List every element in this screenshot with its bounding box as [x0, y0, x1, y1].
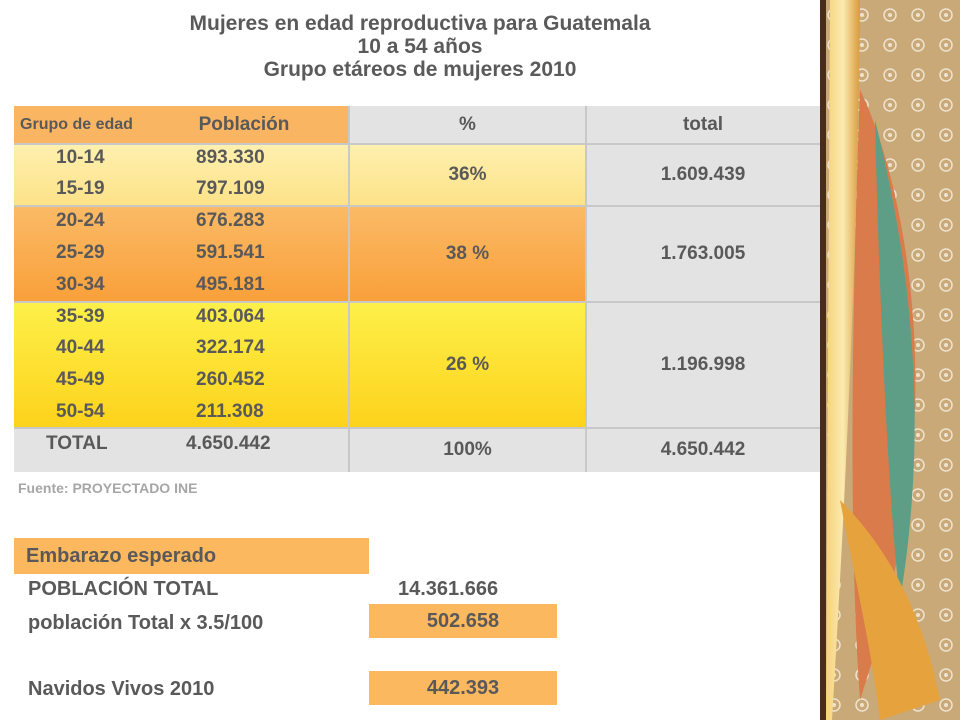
- row-population: 211.308: [196, 401, 264, 422]
- total-population: 4.650.442: [186, 433, 271, 454]
- header-population: Población: [198, 114, 290, 135]
- block3-total: 1.196.998: [660, 354, 746, 375]
- row-population: 676.283: [196, 210, 265, 231]
- block2-total: 1.763.005: [660, 243, 746, 264]
- total-percent: 100%: [443, 439, 492, 460]
- population-total-label: POBLACIÓN TOTAL: [28, 578, 219, 600]
- pregnancy-header-text: Embarazo esperado: [26, 544, 217, 567]
- title-line-1: Mujeres en edad reproductiva para Guatem…: [189, 12, 651, 35]
- header-bg-left: [14, 106, 349, 144]
- green-leaf: [875, 120, 915, 600]
- row-population: 495.181: [196, 274, 265, 295]
- block3-percent-bg: [349, 302, 586, 428]
- gold-leaf: [840, 500, 940, 720]
- row-group: 40-44: [56, 337, 105, 358]
- header-total: total: [682, 114, 724, 135]
- source-note: Fuente: PROYECTADO INE: [18, 480, 198, 496]
- block2-total-bg: [586, 206, 820, 302]
- header-bg-right: [349, 106, 820, 144]
- row-population: 797.109: [196, 178, 265, 199]
- row-population: 322.174: [196, 337, 265, 358]
- row-group: 50-54: [56, 401, 105, 422]
- births-value: 442.393: [426, 676, 500, 699]
- block3-total-bg: [586, 302, 820, 428]
- total-label: TOTAL: [46, 433, 108, 454]
- births-label: Navidos Vivos 2010: [28, 678, 215, 700]
- header-group: Grupo de edad: [20, 116, 133, 133]
- formula-value: 502.658: [426, 609, 500, 632]
- block2-bg: [14, 206, 349, 302]
- row-group: 10-14: [56, 147, 105, 168]
- pregnancy-header: Embarazo esperado: [14, 538, 369, 574]
- grid-line-v1: [348, 106, 350, 472]
- panel-border: [820, 0, 826, 720]
- formula-value-box: 502.658: [369, 604, 557, 638]
- row-group: 30-34: [56, 274, 105, 295]
- block2-percent: 38 %: [445, 243, 490, 264]
- row-group: 20-24: [56, 210, 105, 231]
- decorative-panel: [820, 0, 960, 720]
- row-group: 35-39: [56, 306, 105, 327]
- row-population: 403.064: [196, 306, 265, 327]
- block1-bg: [14, 144, 349, 206]
- formula-label: población Total x 3.5/100: [28, 612, 264, 634]
- title-line-2: 10 a 54 años: [357, 35, 483, 58]
- total-row-bg: [14, 428, 820, 472]
- title-line-3: Grupo etáreos de mujeres 2010: [263, 58, 577, 81]
- total-total: 4.650.442: [660, 439, 746, 460]
- grid-line-h3: [14, 301, 820, 303]
- block3-percent: 26 %: [445, 354, 490, 375]
- grid-line-h1: [14, 143, 820, 145]
- population-table: Grupo de edad Población % total 10-14 89…: [14, 106, 820, 472]
- block1-total-bg: [586, 144, 820, 206]
- row-group: 25-29: [56, 242, 105, 263]
- block3-bg: [14, 302, 349, 428]
- row-population: 591.541: [196, 242, 265, 263]
- block1-total: 1.609.439: [660, 164, 746, 185]
- block1-percent: 36%: [448, 164, 487, 185]
- block2-percent-bg: [349, 206, 586, 302]
- grid-line-h4: [14, 427, 820, 429]
- row-population: 893.330: [196, 147, 265, 168]
- births-value-box: 442.393: [369, 671, 557, 705]
- row-group: 45-49: [56, 369, 105, 390]
- row-population: 260.452: [196, 369, 265, 390]
- slide-title: Mujeres en edad reproductiva para Guatem…: [60, 12, 780, 81]
- population-total-value: 14.361.666: [398, 578, 499, 600]
- row-group: 15-19: [56, 178, 105, 199]
- block1-percent-bg: [349, 144, 586, 206]
- header-percent: %: [459, 114, 476, 135]
- grid-line-h2: [14, 205, 820, 207]
- gold-ribbon: [826, 0, 860, 720]
- grid-line-v2: [585, 106, 587, 472]
